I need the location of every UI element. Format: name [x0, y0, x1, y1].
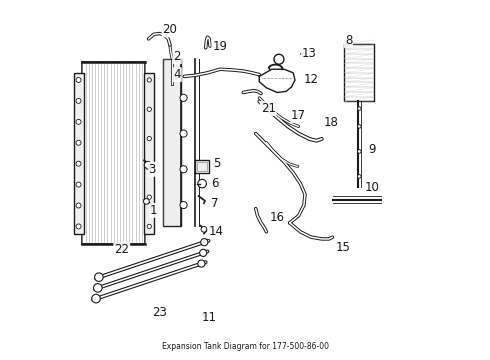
Text: 20: 20 — [163, 23, 177, 36]
Circle shape — [274, 54, 284, 64]
Text: 3: 3 — [148, 163, 156, 176]
Text: 17: 17 — [291, 109, 306, 122]
Text: 2: 2 — [173, 50, 181, 63]
Text: 18: 18 — [323, 116, 338, 129]
Circle shape — [76, 224, 81, 229]
Circle shape — [95, 273, 103, 282]
Text: 6: 6 — [211, 177, 219, 190]
Text: 1: 1 — [150, 204, 158, 217]
Circle shape — [147, 78, 151, 82]
Circle shape — [76, 182, 81, 187]
Circle shape — [147, 166, 151, 170]
Text: 11: 11 — [202, 311, 217, 324]
Circle shape — [144, 161, 151, 168]
Text: 16: 16 — [270, 211, 285, 224]
Circle shape — [144, 199, 149, 204]
Circle shape — [180, 202, 187, 208]
Text: 19: 19 — [213, 40, 227, 53]
Text: 7: 7 — [211, 197, 219, 210]
Circle shape — [147, 107, 151, 111]
Circle shape — [94, 284, 102, 292]
Bar — [163, 59, 181, 226]
Text: 8: 8 — [345, 34, 352, 47]
Text: Expansion Tank Diagram for 177-500-86-00: Expansion Tank Diagram for 177-500-86-00 — [162, 342, 328, 351]
Circle shape — [76, 161, 81, 166]
Circle shape — [358, 150, 361, 153]
Polygon shape — [74, 73, 83, 234]
Circle shape — [199, 249, 207, 256]
Circle shape — [76, 203, 81, 208]
Circle shape — [147, 195, 151, 199]
Text: 23: 23 — [152, 306, 167, 319]
Circle shape — [76, 140, 81, 145]
Circle shape — [92, 294, 100, 303]
Circle shape — [76, 98, 81, 103]
Circle shape — [198, 260, 205, 267]
Circle shape — [358, 175, 361, 178]
Bar — [197, 162, 207, 171]
Bar — [344, 44, 373, 102]
Circle shape — [358, 125, 361, 128]
Circle shape — [76, 77, 81, 82]
Text: 10: 10 — [365, 181, 379, 194]
Text: 14: 14 — [209, 225, 224, 238]
Circle shape — [358, 107, 361, 111]
Circle shape — [76, 119, 81, 124]
Polygon shape — [259, 69, 295, 93]
Polygon shape — [144, 73, 154, 234]
Text: 22: 22 — [114, 243, 129, 256]
Text: 21: 21 — [261, 102, 276, 115]
Text: 4: 4 — [173, 68, 181, 81]
Bar — [195, 160, 209, 173]
Text: 12: 12 — [304, 73, 318, 86]
Text: 13: 13 — [302, 47, 317, 60]
Circle shape — [147, 224, 151, 229]
Circle shape — [147, 136, 151, 141]
Text: 15: 15 — [336, 241, 351, 255]
Circle shape — [198, 179, 206, 188]
Circle shape — [201, 239, 208, 246]
Circle shape — [180, 166, 187, 173]
Polygon shape — [82, 62, 145, 244]
Circle shape — [180, 94, 187, 102]
Circle shape — [201, 226, 207, 232]
Text: 9: 9 — [368, 143, 375, 156]
Text: 5: 5 — [213, 157, 220, 170]
Circle shape — [180, 130, 187, 137]
